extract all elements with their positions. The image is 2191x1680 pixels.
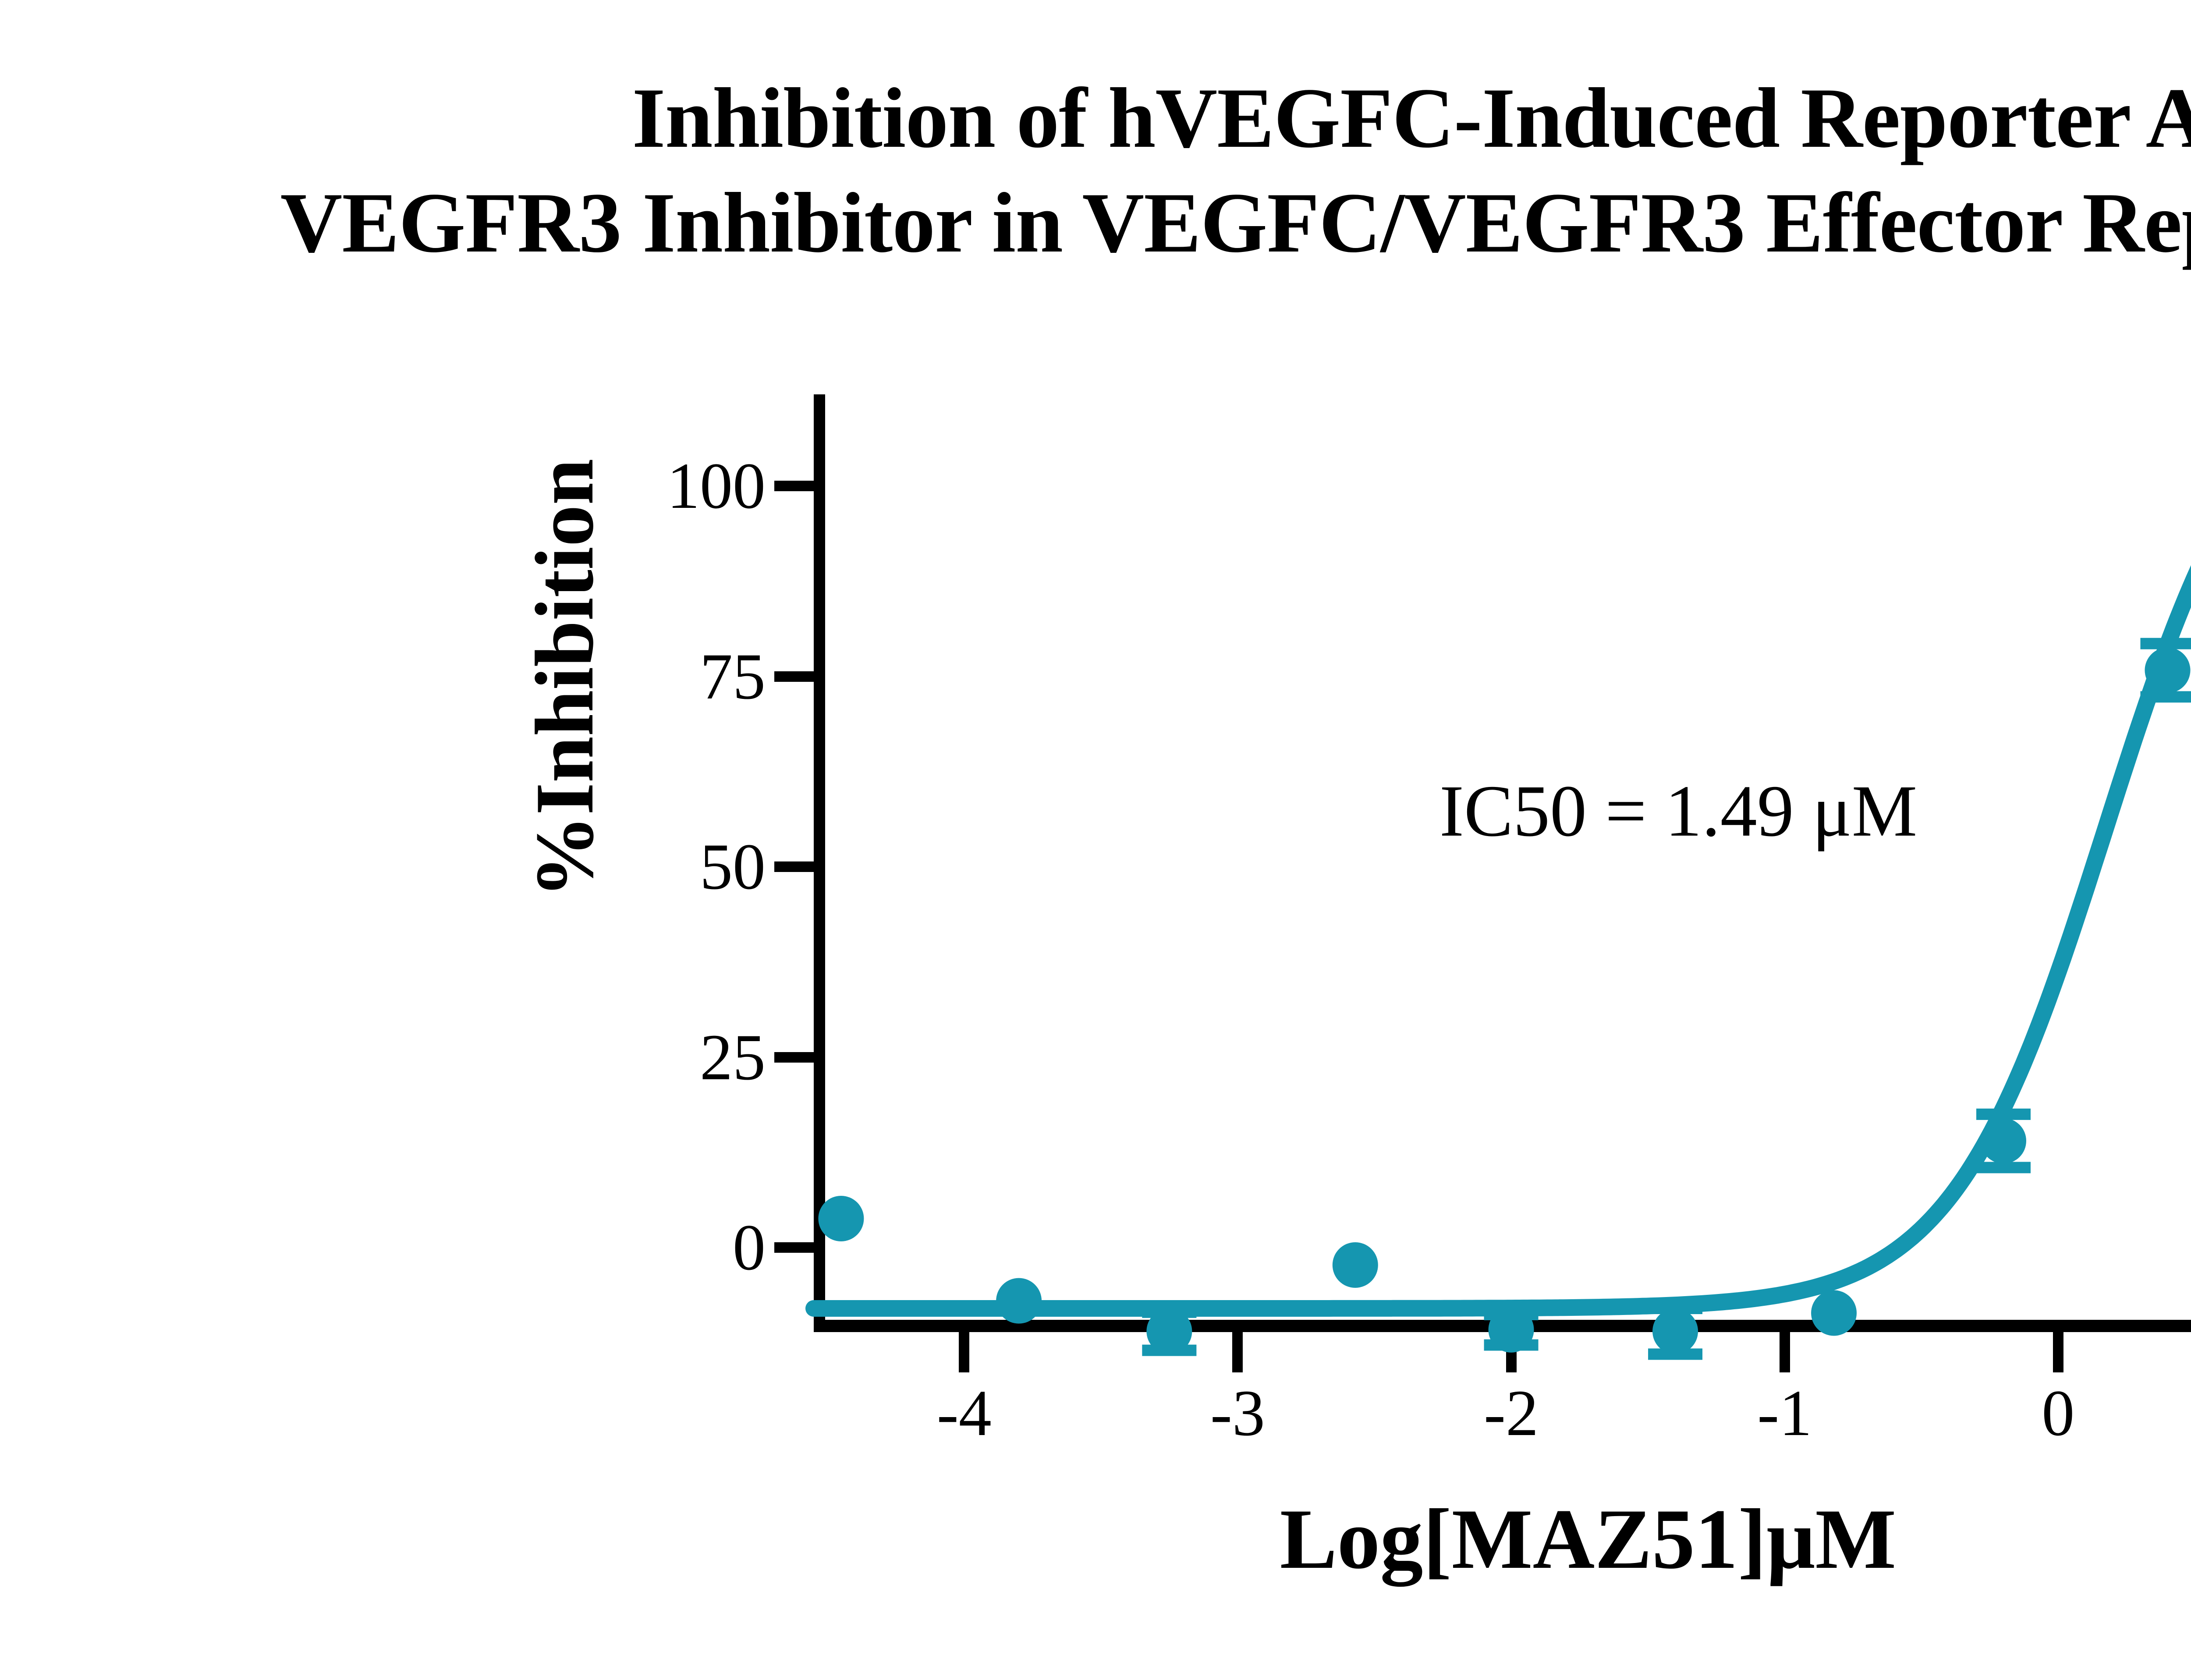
x-axis-spine — [814, 1320, 2191, 1332]
chart-title: Inhibition of hVEGFC-Induced Reporter Ac… — [0, 66, 2191, 275]
x-tick-label--2: -2 — [1484, 1377, 1539, 1450]
y-tick-100 — [774, 481, 814, 491]
y-axis-title: %Inhibition — [519, 458, 611, 898]
y-tick-label-0: 0 — [733, 1211, 766, 1284]
y-tick-label-75: 75 — [700, 640, 766, 713]
y-tick-label-25: 25 — [700, 1021, 766, 1094]
x-tick-label-0: 0 — [2042, 1377, 2075, 1450]
y-axis-spine — [814, 394, 825, 1323]
chart-title-line-1: Inhibition of hVEGFC-Induced Reporter Ac… — [632, 71, 2191, 166]
x-tick-label--3: -3 — [1210, 1377, 1265, 1450]
x-axis-title: Log[MAZ51]μM — [1280, 1492, 1897, 1587]
y-tick-50 — [774, 861, 814, 872]
x-tick-label--1: -1 — [1757, 1377, 1812, 1450]
y-tick-label-100: 100 — [667, 450, 766, 522]
x-tick--1 — [1779, 1332, 1790, 1372]
y-tick-label-50: 50 — [700, 830, 766, 903]
x-tick--3 — [1232, 1332, 1243, 1372]
chart-title-line-2: VEGFR3 Inhibitor in VEGFC/VEGFR3 Effecto… — [280, 175, 2191, 271]
x-tick--4 — [959, 1332, 970, 1372]
y-tick-75 — [774, 671, 814, 682]
x-tick--2 — [1506, 1332, 1517, 1372]
y-tick-25 — [774, 1052, 814, 1063]
x-tick-0 — [2053, 1332, 2063, 1372]
x-tick-label--4: -4 — [936, 1377, 992, 1450]
y-tick-0 — [774, 1242, 814, 1253]
